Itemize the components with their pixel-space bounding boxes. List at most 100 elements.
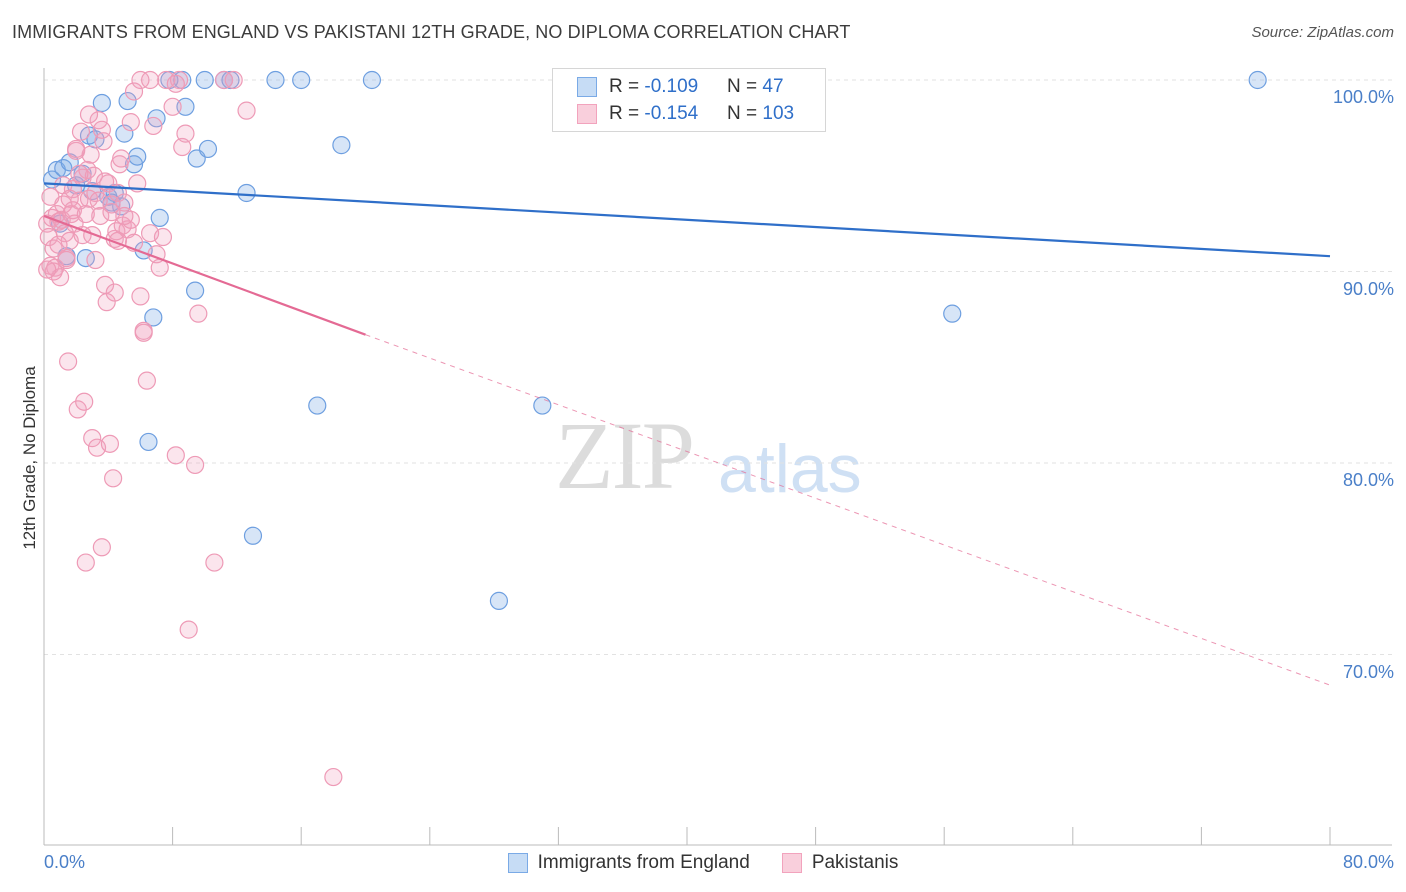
pakistani-trend-extension bbox=[365, 334, 1331, 686]
pakistani-point-98 bbox=[67, 139, 86, 159]
pakistani-point-28 bbox=[83, 429, 102, 448]
pakistani-point-99 bbox=[76, 204, 95, 224]
england-point-23 bbox=[186, 281, 205, 300]
england-point-34 bbox=[362, 70, 382, 90]
pakistani-point-51 bbox=[124, 82, 144, 101]
pakistani-point-100 bbox=[89, 191, 108, 210]
pakistani-point-30 bbox=[86, 250, 105, 270]
pakistani-point-61 bbox=[163, 97, 182, 116]
pakistani-point-97 bbox=[57, 250, 76, 270]
pakistani-point-34 bbox=[92, 538, 111, 557]
legend-swatch-england-bottom bbox=[507, 853, 528, 873]
y-tick-label-1: 90.0% bbox=[1342, 278, 1394, 299]
pakistani-point-57 bbox=[144, 116, 163, 136]
england-point-39 bbox=[1248, 70, 1267, 90]
england-point-33 bbox=[332, 136, 351, 155]
pakistani-point-39 bbox=[100, 434, 120, 453]
x-tick-label-max: 80.0% bbox=[1342, 852, 1394, 872]
england-point-17 bbox=[139, 432, 158, 452]
pakistani-point-66 bbox=[179, 620, 198, 639]
pakistani-point-74 bbox=[131, 70, 150, 90]
pakistani-point-35 bbox=[94, 132, 113, 151]
x-tick-label-min: 0.0% bbox=[44, 852, 86, 872]
legend-swatch-pakistani-bottom bbox=[781, 853, 802, 873]
england-trend-line bbox=[43, 182, 1331, 258]
england-point-38 bbox=[943, 304, 962, 323]
pakistani-point-13 bbox=[59, 352, 78, 371]
pakistani-point-76 bbox=[166, 74, 185, 93]
pakistani-point-73 bbox=[324, 767, 343, 787]
pakistani-point-78 bbox=[92, 120, 111, 139]
legend-r-label: R = bbox=[609, 76, 645, 97]
legend-n-label: N = bbox=[727, 103, 763, 124]
england-point-29 bbox=[243, 526, 263, 545]
pakistani-point-80 bbox=[41, 187, 60, 206]
legend-r-value: -0.154 bbox=[644, 103, 699, 124]
pakistani-point-70 bbox=[214, 70, 234, 90]
england-point-28 bbox=[237, 183, 256, 203]
pakistani-point-77 bbox=[79, 105, 99, 124]
pakistani-point-24 bbox=[76, 553, 95, 572]
pakistani-point-89 bbox=[83, 226, 102, 245]
pakistani-point-88 bbox=[70, 164, 89, 183]
legend-label-england: Immigrants from England bbox=[537, 852, 750, 873]
pakistani-point-71 bbox=[224, 70, 243, 90]
england-point-35 bbox=[489, 591, 509, 610]
pakistani-point-64 bbox=[173, 137, 192, 157]
legend-swatch-england bbox=[577, 77, 597, 97]
chart-title: IMMIGRANTS FROM ENGLAND VS PAKISTANI 12T… bbox=[12, 22, 851, 42]
england-point-45 bbox=[195, 70, 214, 90]
watermark-atlas: atlas bbox=[718, 431, 862, 507]
legend-row-pakistani: R = -0.154 N = 103 bbox=[577, 101, 817, 127]
pakistani-point-68 bbox=[189, 304, 208, 323]
pakistani-point-91 bbox=[105, 283, 124, 302]
stats-legend: R = -0.109 N = 47 R = -0.154 N = 103 bbox=[552, 68, 826, 132]
legend-label-pakistani: Pakistanis bbox=[811, 852, 899, 873]
watermark-zip: ZIP bbox=[555, 402, 695, 509]
england-point-8 bbox=[92, 93, 111, 113]
legend-n-value: 103 bbox=[762, 103, 795, 124]
legend-row-england: R = -0.109 N = 47 bbox=[577, 74, 817, 100]
england-point-18 bbox=[144, 308, 163, 327]
england-point-32 bbox=[308, 396, 327, 415]
pakistani-point-48 bbox=[115, 193, 134, 212]
legend-n-value: 47 bbox=[762, 76, 784, 97]
pakistani-point-67 bbox=[186, 455, 205, 475]
legend-swatch-pakistani bbox=[577, 104, 597, 124]
england-point-31 bbox=[292, 70, 311, 90]
pakistani-point-46 bbox=[112, 149, 131, 168]
pakistani-point-93 bbox=[134, 323, 153, 342]
pakistani-point-62 bbox=[166, 446, 185, 465]
legend-r-pakistani: R = -0.154 bbox=[609, 103, 727, 125]
england-point-12 bbox=[115, 124, 134, 143]
y-tick-label-3: 70.0% bbox=[1342, 661, 1394, 682]
pakistani-point-72 bbox=[237, 101, 256, 120]
y-axis-label: 12th Grade, No Diploma bbox=[20, 366, 39, 550]
pakistani-point-21 bbox=[71, 122, 91, 141]
y-tick-label-0: 100.0% bbox=[1332, 87, 1394, 107]
pakistani-point-23 bbox=[75, 392, 94, 411]
england-point-13 bbox=[118, 91, 137, 111]
legend-n-england: N = 47 bbox=[727, 76, 817, 98]
england-point-36 bbox=[533, 396, 552, 415]
source-label: Source: ZipAtlas.com bbox=[1251, 24, 1394, 41]
legend-r-england: R = -0.109 bbox=[609, 76, 727, 98]
pakistani-point-86 bbox=[44, 262, 63, 281]
legend-item-england[interactable]: Immigrants from England bbox=[507, 852, 750, 874]
england-point-30 bbox=[266, 70, 285, 90]
legend-n-pakistani: N = 103 bbox=[727, 103, 817, 125]
pakistani-point-33 bbox=[91, 206, 110, 226]
england-point-22 bbox=[176, 97, 195, 116]
pakistani-point-69 bbox=[205, 553, 224, 572]
pakistani-point-32 bbox=[89, 111, 108, 130]
pakistani-point-53 bbox=[131, 287, 150, 306]
y-tick-label-2: 80.0% bbox=[1342, 470, 1394, 490]
pakistani-point-65 bbox=[176, 124, 195, 143]
pakistani-point-60 bbox=[157, 70, 176, 90]
legend-r-value: -0.109 bbox=[644, 76, 699, 97]
pakistani-trend-line bbox=[43, 214, 366, 336]
legend-item-pakistani[interactable]: Pakistanis bbox=[781, 852, 899, 874]
legend-n-label: N = bbox=[727, 76, 763, 97]
england-point-25 bbox=[198, 139, 218, 159]
